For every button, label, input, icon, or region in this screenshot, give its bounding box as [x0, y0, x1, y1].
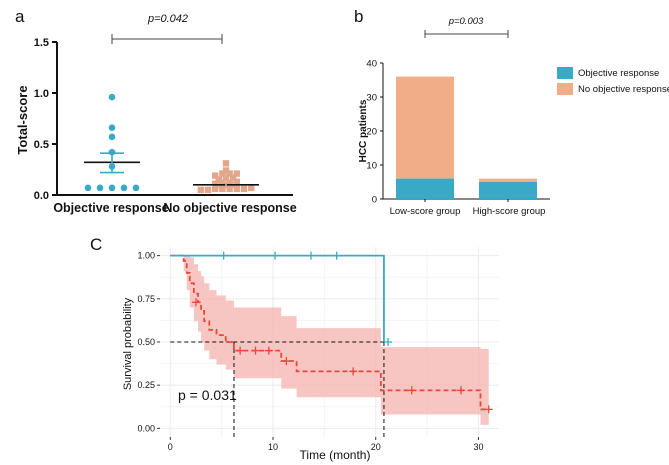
- panel-c-y-tick-label-2: 0.50: [137, 337, 155, 347]
- panel-a-point-no-objective-23: [197, 186, 204, 194]
- panel-c-censor-no-objective-7: [456, 386, 465, 395]
- panel-a-point-no-objective-5: [212, 172, 219, 179]
- panel-a-point-no-objective-7: [230, 174, 237, 181]
- panel-c-censor-no-objective-4: [282, 357, 291, 365]
- panel-c-censor-no-objective-3: [264, 346, 273, 355]
- panel-b-y-tick-label-0: 0: [372, 195, 377, 206]
- panel-a-y-axis-title: Total-score: [15, 85, 30, 154]
- panel-a-point-no-objective-9: [233, 178, 240, 185]
- panel-b-bar-no-objective-0: [396, 76, 454, 179]
- panel-b-category-label-0: Low-score group: [390, 206, 461, 217]
- panel-c-censor-objective-4: [384, 338, 393, 346]
- panel-a-y-tick-label-1: 0.5: [34, 139, 49, 151]
- panel-b-legend-label-no-objective: No objective response: [578, 84, 669, 95]
- panel-c-y-tick-label-0: 0.00: [137, 423, 155, 433]
- panel-b-y-tick-label-4: 40: [366, 59, 377, 70]
- panel-c-y-tick-label-1: 0.25: [137, 380, 155, 390]
- panel-a-point-no-objective-21: [233, 185, 240, 193]
- panel-a-point-no-objective-24: [204, 186, 212, 194]
- panel-c: C 0 10 20 30 0.00 0.25 0.50 0.75 1.00 Time (mont…: [90, 235, 499, 462]
- panel-c-y-tick-label-3: 0.75: [137, 294, 155, 304]
- panel-c-y-axis-title: Survival probability: [122, 297, 134, 390]
- panel-c-x-tick-label-3: 30: [473, 442, 483, 452]
- panel-a-point-no-objective-2: [219, 170, 226, 177]
- panel-c-censor-objective-3: [332, 251, 341, 260]
- panel-a-y-tick-label-2: 1.0: [34, 88, 49, 100]
- panel-b-y-tick-label-3: 30: [366, 93, 377, 104]
- panel-a-point-no-objective-1: [222, 167, 230, 174]
- panel-c-x-tick-label-1: 10: [268, 442, 278, 452]
- panel-a-point-objective-5: [84, 184, 92, 192]
- panel-b-category-label-1: High-score group: [473, 206, 546, 217]
- panel-b-bar-no-objective-1: [479, 178, 537, 182]
- panel-c-curve-objective: [170, 254, 385, 342]
- panel-b-bar-objective-0: [396, 178, 454, 199]
- panel-a-point-objective-8: [120, 184, 128, 192]
- panel-c-censor-no-objective-2: [251, 346, 260, 355]
- panel-a-point-no-objective-6: [222, 174, 230, 181]
- panel-c-censor-objective-2: [307, 251, 316, 260]
- panel-c-censor-objective-1: [271, 251, 280, 260]
- panel-a-point-no-objective-4: [233, 170, 240, 177]
- panel-a-point-objective-0: [108, 93, 116, 101]
- panel-c-curve-no-objective: [170, 254, 489, 411]
- panel-c-label: C: [90, 235, 102, 254]
- panel-b-y-tick-label-1: 10: [366, 161, 377, 172]
- panel-c-confidence-band-no-objective: [170, 255, 489, 425]
- panel-b-legend-swatch-no-objective: [557, 83, 573, 95]
- panel-c-p-value: p = 0.031: [178, 387, 237, 403]
- panel-a-y-tick-label-3: 1.5: [34, 37, 49, 49]
- panel-b-bar-objective-1: [479, 182, 537, 199]
- panel-c-censor-objective-0: [219, 251, 228, 260]
- panel-c-censor-no-objective-6: [407, 386, 416, 395]
- panel-a-y-tick-label-0: 0.0: [34, 190, 49, 202]
- panel-b-y-axis-title: HCC patients: [358, 99, 369, 162]
- panel-a-point-no-objective-12: [212, 180, 219, 187]
- panel-a-p-value: p=0.042: [147, 13, 188, 25]
- panel-a-point-no-objective-0: [222, 160, 230, 167]
- panel-a-point-no-objective-8: [215, 176, 222, 183]
- panel-a-point-objective-6: [96, 184, 104, 192]
- panel-a-category-label-1: No objective response: [163, 201, 296, 215]
- panel-a-point-no-objective-17: [248, 184, 255, 192]
- panel-b-p-value: p=0.003: [448, 16, 484, 27]
- panel-a-point-objective-9: [132, 184, 140, 192]
- panel-b-label: b: [354, 7, 363, 26]
- panel-c-censor-no-objective-5: [349, 367, 358, 376]
- panel-c-x-tick-label-0: 0: [168, 442, 173, 452]
- panel-b-legend-label-objective: Objective response: [578, 68, 659, 79]
- panel-b-y-tick-label-2: 20: [366, 127, 377, 138]
- panel-c-x-tick-label-2: 20: [371, 442, 381, 452]
- panel-c-censor-no-objective-1: [236, 346, 245, 355]
- panel-a-point-objective-7: [108, 184, 116, 192]
- panel-a-point-no-objective-22: [240, 185, 248, 193]
- panel-a-label: a: [15, 7, 25, 26]
- panel-a: a p=0.042 0.0 0.5 1.0 1.5 Total-score Objec…: [15, 7, 297, 215]
- panel-a-point-no-objective-20: [226, 185, 233, 193]
- panel-a-category-label-0: Objective response: [53, 201, 168, 215]
- panel-a-point-objective-1: [108, 124, 116, 131]
- panel-b: b p=0.003 0 10 20 30 40 HCC patients Low-sco…: [354, 7, 669, 217]
- panel-b-legend-swatch-objective: [557, 67, 573, 79]
- panel-a-point-no-objective-3: [226, 170, 233, 177]
- panel-c-x-axis-title: Time (month): [300, 448, 371, 462]
- panel-a-point-objective-2: [108, 133, 116, 141]
- panel-c-y-tick-label-4: 1.00: [137, 251, 155, 261]
- panel-c-censor-no-objective-8: [484, 405, 493, 414]
- panel-c-censor-no-objective-0: [191, 298, 200, 307]
